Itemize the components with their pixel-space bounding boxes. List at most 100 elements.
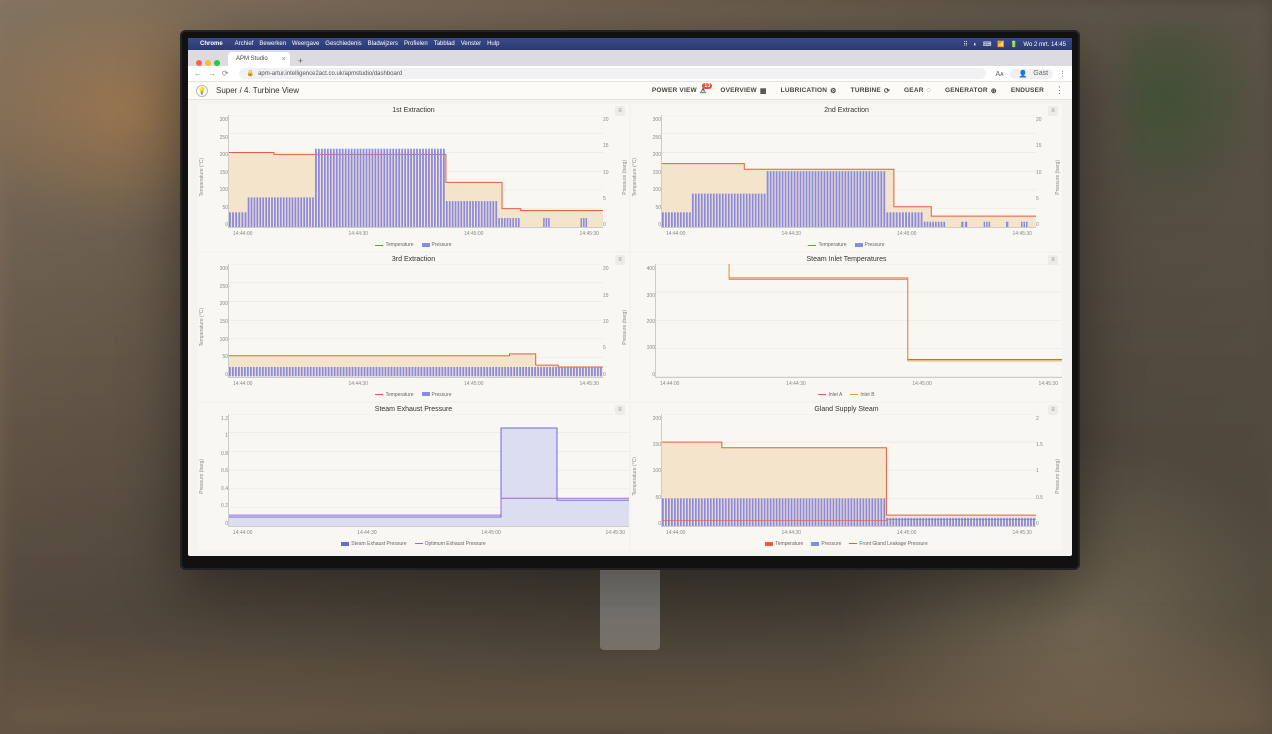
app-logo[interactable]: 💡 [196,85,208,97]
x-tick: 14:44:30 [349,231,368,237]
profile-button[interactable]: 👤 Gast [1010,69,1054,79]
x-tick: 14:44:00 [666,231,685,237]
legend-item: Pressure [422,242,452,248]
legend-item: Temperature [375,242,413,248]
y2-label: Pressure (barg) [1054,160,1062,195]
menubar-item[interactable]: Bladwijzers [368,41,398,47]
plot-area: 14:44:0014:44:3014:45:0014:45:30 [228,264,603,377]
plant-blur [1122,20,1272,220]
y1-tick: 100 [220,337,228,343]
y1-axis: 1.210.80.60.40.20 [206,414,228,539]
y2-tick: 5 [603,196,606,202]
menubar-item[interactable]: Weergave [292,41,319,47]
x-tick: 14:44:00 [233,231,252,237]
tray-icon[interactable]: 🔋 [1010,42,1017,48]
legend-item: Optimum Exhaust Pressure [415,541,486,547]
x-tick: 14:44:00 [666,530,685,536]
new-tab-button[interactable]: + [294,56,307,66]
menubar-item[interactable]: Hulp [487,41,499,47]
chart-card-ext2: ≡2nd ExtractionTemperature (°C)300250200… [631,104,1062,251]
x-tick: 14:44:30 [782,231,801,237]
card-menu-icon[interactable]: ≡ [615,255,625,265]
forward-button[interactable]: → [208,69,216,78]
nav-item-enduser[interactable]: ENDUSER [1011,87,1047,94]
nav-icon: ◌ [927,87,931,94]
tray-icon[interactable]: ⌨ [983,42,992,48]
y1-tick: 100 [653,187,661,193]
nav-label: GEAR [904,87,924,94]
nav-item-turbine[interactable]: TURBINE⟳ [851,87,890,95]
y1-tick: 0.2 [221,503,228,509]
y2-tick: 20 [603,117,609,123]
menubar-item[interactable]: Venster [461,41,481,47]
tray-icon[interactable]: ⠿ [963,42,967,48]
browser-toolbar: ← → ⟳ 🔒 apm-artur.intelligence2act.co.uk… [188,66,1072,82]
y1-label: Temperature (°C) [198,158,206,196]
y1-tick: 300 [653,117,661,123]
chart-title: Gland Supply Steam [631,403,1062,414]
nav-icon: ⟳ [884,87,890,95]
tray-icon[interactable]: ◐ [973,42,977,48]
y1-tick: 300 [220,117,228,123]
back-button[interactable]: ← [194,69,202,78]
x-tick: 14:44:30 [349,381,368,387]
legend-item: Pressure [855,242,885,248]
address-bar[interactable]: 🔒 apm-artur.intelligence2act.co.uk/apmst… [239,68,986,79]
y1-tick: 300 [647,293,655,299]
y1-tick: 150 [653,442,661,448]
menubar-clock[interactable]: Wo 2 mrt. 14:45 [1023,42,1066,48]
nav-item-power-view[interactable]: POWER VIEW⚠13 [652,87,706,95]
x-axis: 14:44:0014:44:3014:45:0014:45:30 [662,530,1036,536]
y1-tick: 0.8 [221,451,228,457]
chart-legend: TemperaturePressure [198,390,629,401]
tray-icon[interactable]: 📶 [997,42,1004,48]
chart-title: Steam Exhaust Pressure [198,403,629,414]
card-menu-icon[interactable]: ≡ [615,106,625,116]
y2-tick: 5 [1036,196,1039,202]
nav-item-lubrication[interactable]: LUBRICATION⚙ [781,87,837,95]
menubar-item[interactable]: Bewerken [259,41,286,47]
url-text: apm-artur.intelligence2act.co.uk/apmstud… [258,71,402,77]
y2-tick: 0 [603,372,606,378]
menubar-item[interactable]: Archief [235,41,254,47]
breadcrumb[interactable]: Super / 4. Turbine View [216,86,299,95]
app-menu-icon[interactable]: ⋮ [1055,85,1064,96]
reload-button[interactable]: ⟳ [222,69,229,78]
card-menu-icon[interactable]: ≡ [1048,106,1058,116]
y1-axis: 300250200150100500 [206,115,228,240]
browser-menu-icon[interactable]: ⋮ [1059,71,1066,78]
chart-card-inlet: ≡Steam Inlet Temperatures400300200100014… [631,253,1062,400]
menubar-item[interactable]: Tabblad [434,41,455,47]
x-tick: 14:44:00 [233,530,252,536]
y2-tick: 2 [1036,416,1039,422]
y1-tick: 200 [220,152,228,158]
y2-axis: 20151050 [603,115,621,240]
chart-card-exhaust: ≡Steam Exhaust PressurePressure (barg)1.… [198,403,629,550]
nav-item-generator[interactable]: GENERATOR⊕ [945,87,997,95]
y1-tick: 400 [647,266,655,272]
nav-item-gear[interactable]: GEAR◌ [904,87,931,94]
y2-label: Pressure (barg) [621,310,629,345]
translate-icon[interactable]: 🗛 [996,71,1004,78]
y2-tick: 1 [1036,468,1039,474]
x-tick: 14:45:00 [912,381,931,387]
legend-item: Pressure [811,541,841,547]
chart-title: 3rd Extraction [198,253,629,264]
desk-blur [0,614,1272,734]
profile-label: Gast [1033,70,1048,77]
x-tick: 14:45:30 [1013,231,1032,237]
menubar-app[interactable]: Chrome [200,41,223,47]
card-menu-icon[interactable]: ≡ [1048,405,1058,415]
nav-item-overview[interactable]: OVERVIEW▦ [720,87,766,95]
menubar-item[interactable]: Profielen [404,41,428,47]
browser-tabbar: APM Studio × + [188,50,1072,66]
nav-icon: ⚙ [830,87,836,95]
close-tab-icon[interactable]: × [282,56,286,63]
y1-label: Pressure (barg) [198,459,206,494]
browser-tab[interactable]: APM Studio × [228,52,290,66]
menubar-item[interactable]: Geschiedenis [325,41,361,47]
menubar-items: Archief Bewerken Weergave Geschiedenis Bladw… [229,41,500,47]
y1-tick: 200 [647,319,655,325]
x-axis: 14:44:0014:44:3014:45:0014:45:30 [662,231,1036,237]
x-tick: 14:44:30 [782,530,801,536]
